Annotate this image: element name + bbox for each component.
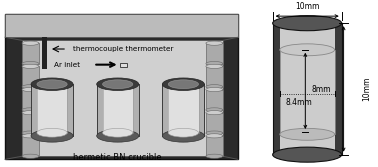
Ellipse shape	[22, 41, 39, 45]
Ellipse shape	[280, 128, 335, 140]
Bar	[120, 63, 127, 67]
Ellipse shape	[168, 80, 198, 89]
Ellipse shape	[163, 78, 204, 91]
Bar	[22, 113, 39, 133]
Ellipse shape	[280, 44, 335, 56]
Text: Ar inlet: Ar inlet	[54, 62, 80, 68]
Ellipse shape	[206, 61, 223, 66]
Bar	[206, 43, 223, 64]
Ellipse shape	[97, 78, 139, 91]
Text: 10mm: 10mm	[295, 2, 319, 11]
Ellipse shape	[163, 130, 204, 142]
Bar	[168, 84, 198, 133]
Ellipse shape	[168, 128, 198, 137]
Text: 8mm: 8mm	[312, 85, 331, 94]
Ellipse shape	[102, 128, 133, 137]
Bar	[206, 66, 223, 87]
Ellipse shape	[206, 154, 223, 158]
Ellipse shape	[206, 88, 223, 92]
Bar	[102, 84, 133, 133]
Ellipse shape	[206, 85, 223, 89]
Bar	[22, 66, 39, 87]
Ellipse shape	[273, 147, 342, 162]
Bar	[280, 23, 335, 150]
Bar	[97, 84, 139, 136]
Bar	[5, 14, 238, 159]
Ellipse shape	[206, 108, 223, 112]
Bar	[206, 90, 223, 110]
Bar	[22, 40, 223, 156]
Bar	[42, 37, 47, 69]
Ellipse shape	[22, 154, 39, 158]
Bar	[31, 84, 73, 136]
Ellipse shape	[22, 111, 39, 115]
Ellipse shape	[22, 131, 39, 135]
Bar	[206, 136, 223, 156]
Ellipse shape	[22, 64, 39, 68]
Bar	[273, 23, 342, 155]
Ellipse shape	[22, 108, 39, 112]
Ellipse shape	[31, 130, 73, 142]
Bar	[163, 84, 204, 136]
Bar	[22, 43, 39, 64]
Ellipse shape	[102, 80, 133, 89]
Text: 10mm: 10mm	[363, 77, 371, 101]
Ellipse shape	[206, 131, 223, 135]
Bar	[5, 14, 238, 37]
Bar	[22, 90, 39, 110]
Ellipse shape	[37, 128, 67, 137]
Ellipse shape	[206, 41, 223, 45]
Ellipse shape	[22, 134, 39, 138]
Ellipse shape	[22, 88, 39, 92]
Ellipse shape	[37, 80, 67, 89]
Ellipse shape	[22, 85, 39, 89]
Ellipse shape	[22, 61, 39, 66]
Text: thermocouple thermometer: thermocouple thermometer	[73, 46, 173, 52]
Ellipse shape	[97, 130, 139, 142]
Ellipse shape	[206, 134, 223, 138]
Ellipse shape	[31, 78, 73, 91]
Bar	[22, 136, 39, 156]
Ellipse shape	[206, 111, 223, 115]
Bar	[206, 113, 223, 133]
Text: 8.4mm: 8.4mm	[285, 98, 312, 107]
Bar	[37, 84, 67, 133]
Text: hermetic BN crucible: hermetic BN crucible	[73, 153, 162, 162]
Ellipse shape	[273, 16, 342, 31]
Ellipse shape	[206, 64, 223, 68]
